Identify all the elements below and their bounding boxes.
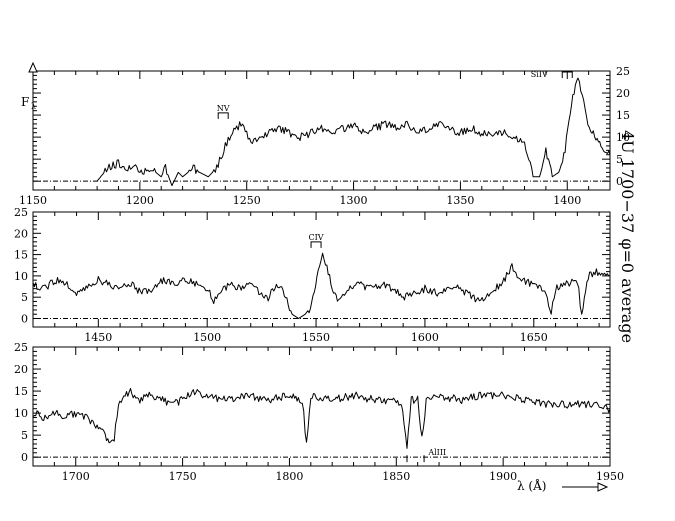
middle-x-tick-label: 1450 [84, 331, 112, 344]
middle-annotation-label: CIV [309, 233, 324, 242]
bottom-panel-frame [33, 347, 610, 466]
middle-x-tick-label: 1500 [193, 331, 221, 344]
x-axis-label: λ (Å) [517, 478, 546, 493]
bottom-y-tick-label: 25 [14, 341, 28, 354]
middle-x-tick-label: 1600 [411, 331, 439, 344]
top-y-tick-label-right: 20 [616, 87, 630, 100]
bottom-spectrum-line [33, 389, 610, 449]
bottom-x-tick-label: 1800 [275, 470, 303, 483]
bottom-y-tick-label: 0 [21, 451, 28, 464]
middle-panel-frame [33, 212, 610, 327]
bottom-annotation-label: AlIII [427, 448, 446, 457]
bottom-x-tick-label: 1850 [382, 470, 410, 483]
bottom-x-tick-label: 1950 [596, 470, 624, 483]
top-x-tick-label: 1200 [126, 194, 154, 207]
middle-y-tick-label: 20 [14, 227, 28, 240]
bottom-y-tick-label: 20 [14, 363, 28, 376]
middle-annotation-bracket [311, 242, 321, 248]
flux-label: F [21, 95, 29, 109]
flux-arrow-icon [29, 63, 37, 72]
bottom-x-tick-label: 1700 [62, 470, 90, 483]
top-panel-frame [33, 71, 610, 190]
flux-subscript: λ [31, 102, 36, 111]
x-arrow-icon [598, 483, 607, 491]
middle-x-tick-label: 1550 [302, 331, 330, 344]
top-x-tick-label: 1250 [233, 194, 261, 207]
bottom-x-tick-label: 1900 [489, 470, 517, 483]
bottom-y-tick-label: 15 [14, 385, 28, 398]
top-annotation-label: SiIV [531, 70, 548, 79]
bottom-y-tick-label: 10 [14, 407, 28, 420]
top-annotation-bracket [218, 113, 228, 119]
top-x-tick-label: 1300 [340, 194, 368, 207]
bottom-x-tick-label: 1750 [169, 470, 197, 483]
middle-y-tick-label: 0 [21, 312, 28, 325]
top-annotation-label: NV [217, 104, 230, 113]
bottom-y-tick-label: 5 [21, 429, 28, 442]
top-spectrum-line [97, 78, 610, 186]
middle-x-tick-label: 1650 [520, 331, 548, 344]
top-y-tick-label-right: 15 [616, 109, 630, 122]
middle-y-tick-label: 25 [14, 206, 28, 219]
middle-spectrum-line [33, 253, 610, 318]
top-x-tick-label: 1350 [446, 194, 474, 207]
side-title: 4U 1700−37 φ=0 average [618, 130, 637, 343]
middle-y-tick-label: 15 [14, 249, 28, 262]
middle-y-tick-label: 10 [14, 270, 28, 283]
middle-y-tick-label: 5 [21, 291, 28, 304]
top-y-tick-label-right: 25 [616, 65, 630, 78]
top-x-tick-label: 1400 [553, 194, 581, 207]
